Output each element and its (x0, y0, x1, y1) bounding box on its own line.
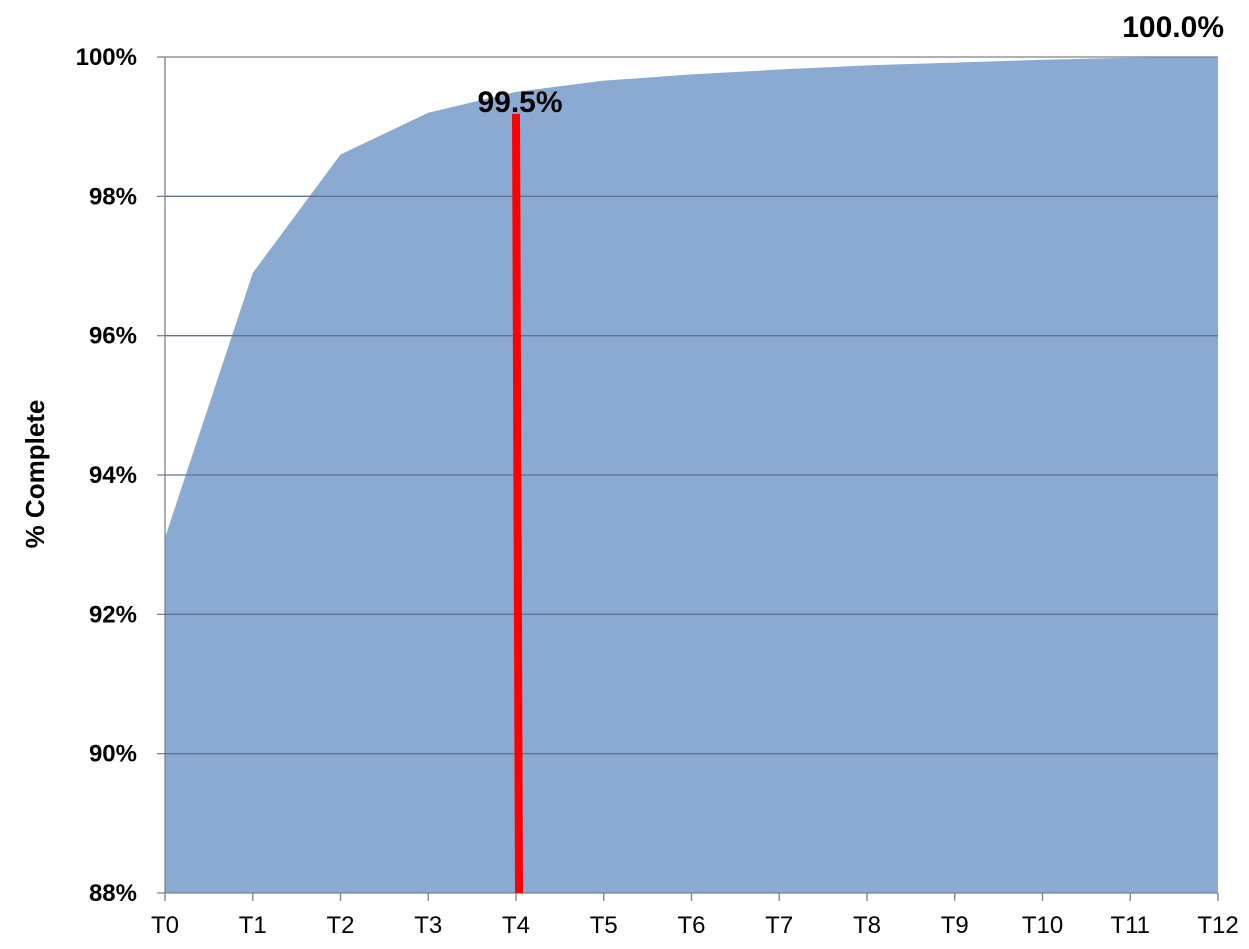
y-tick-label: 94% (89, 462, 137, 489)
x-tick-label: T0 (151, 912, 179, 939)
x-tick-label: T6 (677, 912, 705, 939)
data-label-end: 100.0% (1122, 11, 1224, 44)
y-tick-label: 100% (76, 44, 137, 71)
x-tick-label: T10 (1022, 912, 1063, 939)
x-tick-label: T7 (765, 912, 793, 939)
x-tick-label: T9 (941, 912, 969, 939)
y-tick-label: 88% (89, 880, 137, 907)
y-tick-label: 92% (89, 601, 137, 628)
x-tick-label: T5 (590, 912, 618, 939)
data-label-marker: 99.5% (477, 86, 562, 119)
y-axis-label: % Complete (20, 400, 50, 549)
y-tick-label: 96% (89, 323, 137, 350)
x-tick-label: T12 (1197, 912, 1238, 939)
x-tick-label: T3 (414, 912, 442, 939)
x-tick-label: T1 (239, 912, 267, 939)
x-tick-label: T4 (502, 912, 530, 939)
x-tick-label: T2 (326, 912, 354, 939)
x-tick-label: T11 (1110, 912, 1150, 939)
marker-line (512, 113, 523, 894)
y-tick-label: 98% (89, 183, 137, 210)
y-tick-label: 90% (89, 741, 137, 768)
x-tick-label: T8 (853, 912, 881, 939)
